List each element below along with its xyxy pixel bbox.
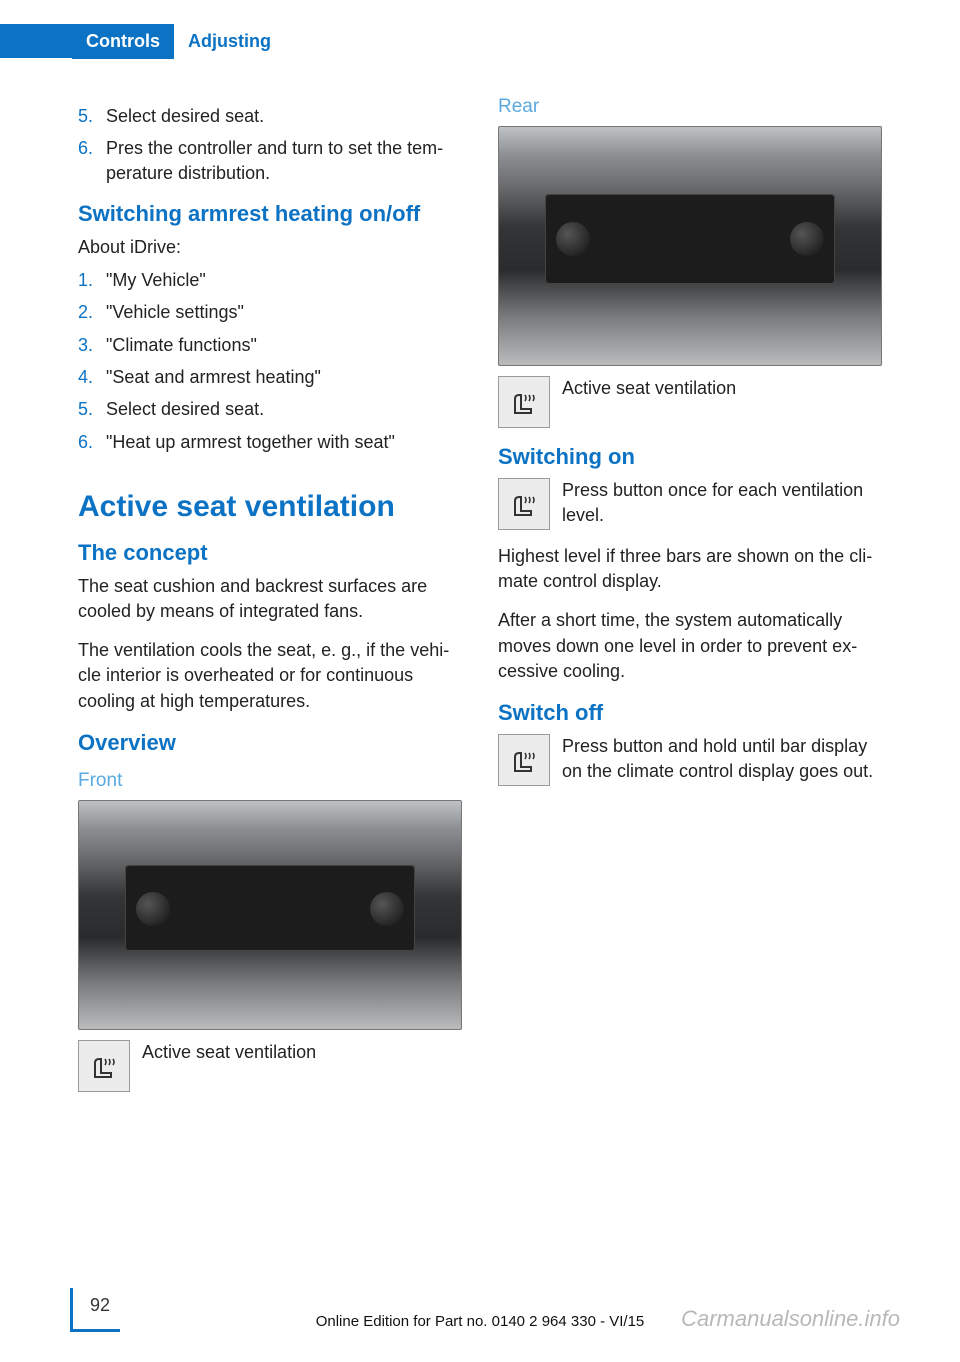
list-item: 3."Climate functions" (78, 333, 462, 357)
list-text: "Vehicle settings" (106, 300, 244, 324)
list-item: 2."Vehicle settings" (78, 300, 462, 324)
switch-off-row: Press button and hold until bar display … (498, 734, 882, 786)
list-item: 5.Select desired seat. (78, 397, 462, 421)
list-item: 6.Pres the controller and turn to set th… (78, 136, 462, 185)
list-text: Select desired seat. (106, 397, 264, 421)
switch-on-paragraph: Highest level if three bars are shown on… (498, 544, 882, 594)
heading-overview: Overview (78, 730, 462, 756)
rear-caption-text: Active seat ventilation (562, 376, 736, 401)
rear-climate-photo (498, 126, 882, 366)
front-caption-row: Active seat ventilation (78, 1040, 462, 1092)
list-number: 5. (78, 397, 106, 421)
front-climate-photo (78, 800, 462, 1030)
breadcrumb-adjusting: Adjusting (174, 24, 285, 59)
rear-caption-row: Active seat ventilation (498, 376, 882, 428)
list-text: Pres the controller and turn to set the … (106, 136, 462, 185)
list-item: 4."Seat and armrest heating" (78, 365, 462, 389)
list-item: 1."My Vehicle" (78, 268, 462, 292)
photo-knob (790, 222, 824, 256)
switch-on-text: Press button once for each ventilation l… (562, 478, 882, 528)
header-strip (0, 24, 72, 58)
photo-knob (370, 892, 404, 926)
list-number: 4. (78, 365, 106, 389)
about-idrive-label: About iDrive: (78, 235, 462, 260)
list-number: 3. (78, 333, 106, 357)
seat-ventilation-icon (498, 734, 550, 786)
seat-ventilation-icon-svg (507, 385, 541, 419)
idrive-list: 1."My Vehicle" 2."Vehicle settings" 3."C… (78, 268, 462, 454)
heading-armrest: Switching armrest heating on/off (78, 201, 462, 227)
heading-front: Front (78, 770, 462, 792)
breadcrumb: Controls Adjusting (72, 24, 285, 58)
page: Controls Adjusting 5.Select desired seat… (0, 0, 960, 1362)
list-number: 6. (78, 430, 106, 454)
list-item: 6."Heat up armrest together with seat" (78, 430, 462, 454)
switch-on-row: Press button once for each ventilation l… (498, 478, 882, 530)
heading-switch-off: Switch off (498, 700, 882, 726)
seat-ventilation-icon (78, 1040, 130, 1092)
heading-concept: The concept (78, 540, 462, 566)
seat-ventilation-icon (498, 478, 550, 530)
front-caption-text: Active seat ventilation (142, 1040, 316, 1065)
seat-ventilation-icon-svg (87, 1049, 121, 1083)
list-text: Select desired seat. (106, 104, 264, 128)
left-column: 5.Select desired seat. 6.Pres the contro… (78, 96, 462, 1282)
concept-paragraph: The ventilation cools the seat, e. g., i… (78, 638, 462, 714)
switch-off-text: Press button and hold until bar display … (562, 734, 882, 784)
right-column: Rear Active seat ventilation Switching o… (498, 96, 882, 1282)
heading-rear: Rear (498, 96, 882, 118)
breadcrumb-controls: Controls (72, 24, 174, 59)
list-item: 5.Select desired seat. (78, 104, 462, 128)
list-number: 2. (78, 300, 106, 324)
seat-ventilation-icon (498, 376, 550, 428)
heading-switching-on: Switching on (498, 444, 882, 470)
list-number: 6. (78, 136, 106, 185)
list-text: "Heat up armrest together with seat" (106, 430, 395, 454)
list-text: "Climate functions" (106, 333, 257, 357)
switch-on-paragraph: After a short time, the system automatic… (498, 608, 882, 684)
list-text: "My Vehicle" (106, 268, 206, 292)
continued-list: 5.Select desired seat. 6.Pres the contro… (78, 104, 462, 185)
list-number: 5. (78, 104, 106, 128)
list-text: "Seat and armrest heating" (106, 365, 321, 389)
seat-ventilation-icon-svg (507, 487, 541, 521)
heading-active-seat-ventilation: Active seat ventilation (78, 490, 462, 524)
list-number: 1. (78, 268, 106, 292)
concept-paragraph: The seat cushion and backrest surfaces a… (78, 574, 462, 624)
content-columns: 5.Select desired seat. 6.Pres the contro… (78, 96, 882, 1282)
watermark: Carmanualsonline.info (681, 1306, 900, 1332)
seat-ventilation-icon-svg (507, 743, 541, 777)
